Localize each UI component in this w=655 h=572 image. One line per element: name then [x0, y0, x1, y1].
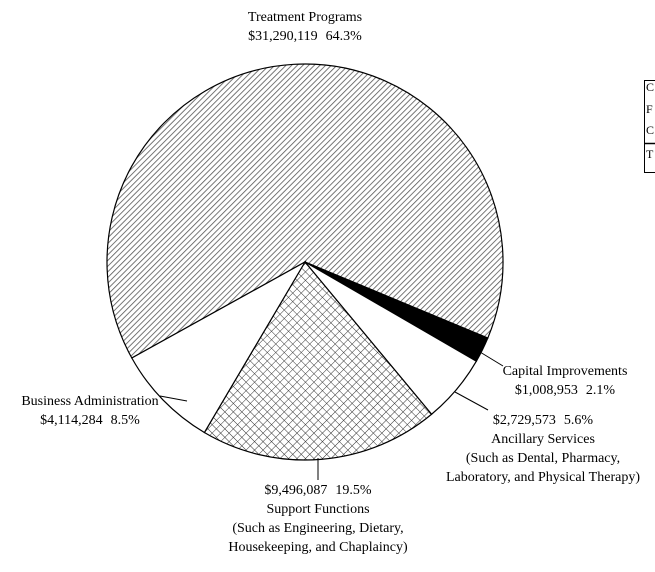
percent-label: 5.6%	[564, 413, 594, 428]
pie-slice	[203, 260, 433, 461]
percent-label: 19.5%	[335, 483, 372, 498]
leader-line	[479, 351, 504, 367]
slice-value: $4,114,284 8.5%	[40, 413, 140, 428]
slice-label: Business Administration	[21, 394, 158, 409]
legend-fragment-text: C	[646, 80, 654, 94]
legend-fragment-text: C	[646, 123, 654, 137]
slice-label: Ancillary Services	[491, 432, 595, 447]
slice-detail: (Such as Engineering, Dietary,	[232, 521, 403, 536]
slice-value: $2,729,573 5.6%	[493, 413, 594, 428]
slice-label: Treatment Programs	[248, 10, 362, 25]
pie-slice	[131, 260, 307, 434]
legend-fragment-text: T	[646, 147, 654, 161]
slice-value: $1,008,953 2.1%	[515, 383, 616, 398]
slice-label: Capital Improvements	[503, 364, 628, 379]
percent-label: 2.1%	[586, 383, 616, 398]
slice-detail: (Such as Dental, Pharmacy,	[466, 451, 620, 466]
percent-label: 8.5%	[111, 413, 141, 428]
value-label: $1,008,953	[515, 383, 578, 398]
slice-label: Support Functions	[266, 502, 369, 517]
value-label: $4,114,284	[40, 413, 102, 428]
pie-slice	[106, 63, 504, 359]
leader-line	[159, 395, 188, 402]
legend-fragment-text: F	[646, 102, 653, 116]
leader-line	[454, 391, 489, 411]
value-label: $31,290,119	[248, 29, 317, 44]
slice-value: $9,496,087 19.5%	[264, 483, 372, 498]
slice-value: $31,290,119 64.3%	[248, 29, 362, 44]
slice-detail: Laboratory, and Physical Therapy)	[446, 470, 640, 485]
value-label: $2,729,573	[493, 413, 556, 428]
slice-detail: Housekeeping, and Chaplaincy)	[228, 540, 408, 555]
value-label: $9,496,087	[264, 483, 327, 498]
percent-label: 64.3%	[326, 29, 363, 44]
